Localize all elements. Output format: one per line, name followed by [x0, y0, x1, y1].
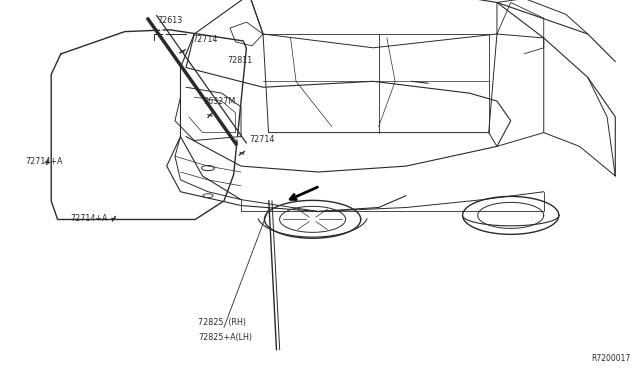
- Text: 72714+A: 72714+A: [26, 157, 63, 166]
- Text: 96327M: 96327M: [204, 97, 236, 106]
- Text: 72811: 72811: [227, 56, 252, 65]
- Text: 72714: 72714: [250, 135, 275, 144]
- Text: 72825  (RH): 72825 (RH): [198, 318, 246, 327]
- Text: R7200017: R7200017: [591, 354, 630, 363]
- Text: 72613: 72613: [157, 16, 182, 25]
- Text: 72714+A: 72714+A: [70, 214, 108, 223]
- Text: 72825+A(LH): 72825+A(LH): [198, 333, 252, 342]
- Text: 72714: 72714: [192, 35, 218, 44]
